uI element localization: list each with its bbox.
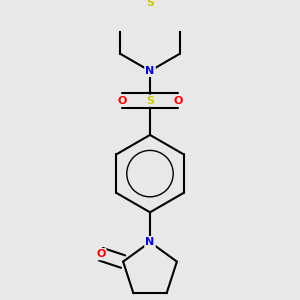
Text: O: O <box>174 96 183 106</box>
Text: N: N <box>146 237 154 247</box>
Text: O: O <box>117 96 126 106</box>
Text: S: S <box>146 96 154 106</box>
Text: N: N <box>146 66 154 76</box>
Text: O: O <box>96 249 106 259</box>
Text: S: S <box>146 0 154 8</box>
